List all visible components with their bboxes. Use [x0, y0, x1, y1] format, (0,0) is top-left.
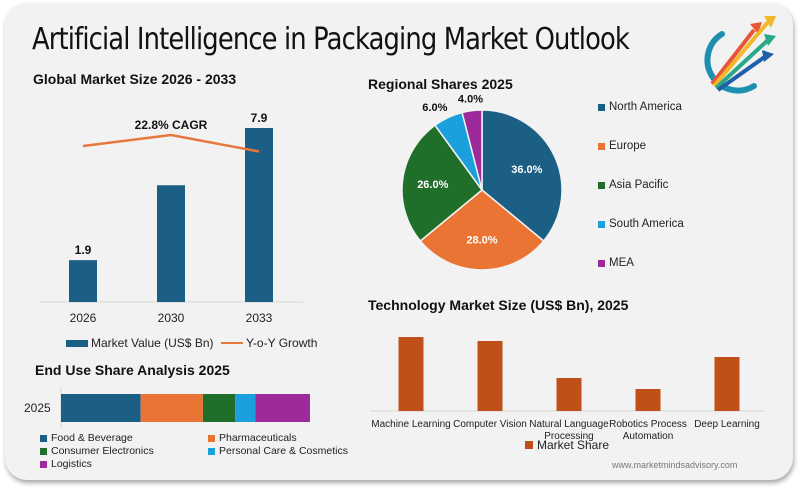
x-tick-label: Natural Language	[529, 419, 609, 430]
enduse-legend-item: Personal Care & Cosmetics	[208, 445, 348, 457]
x-tick-label: Computer Vision	[453, 419, 527, 430]
bar-2030	[157, 185, 185, 302]
stacked-segment-logistics	[255, 394, 310, 422]
regional-chart-title: Regional Shares 2025	[368, 76, 513, 92]
x-tick-label: 2030	[158, 311, 185, 325]
global-chart-title: Global Market Size 2026 - 2033	[33, 71, 237, 87]
rising-arrows-logo-icon	[704, 16, 776, 94]
legend-label: Market Share	[537, 438, 610, 452]
legend-label: Personal Care & Cosmetics	[219, 445, 348, 457]
legend-label: Consumer Electronics	[51, 445, 154, 457]
legend-swatch	[598, 103, 605, 111]
pie-data-label: 6.0%	[422, 102, 447, 114]
legend-swatch	[40, 460, 47, 468]
stacked-segment-pharmaceuticals	[140, 394, 203, 422]
x-tick-label: Automation	[623, 431, 674, 442]
technology-bar-chart: Machine Learning Computer Vision Natural L…	[370, 337, 765, 442]
x-tick-label: Machine Learning	[371, 419, 451, 430]
legend-market-share: Market Share	[525, 438, 609, 452]
stacked-segment-consumer-electronics	[202, 394, 236, 422]
bar-computer-vision	[477, 341, 503, 411]
page-title: Artificial Intelligence in Packaging Mar…	[32, 22, 630, 57]
yoy-growth-line	[82, 133, 260, 153]
bar-2026	[69, 260, 97, 302]
legend-label: MEA	[609, 257, 634, 269]
x-tick-label: Robotics Process	[609, 419, 687, 430]
bar-natural-language-processing	[556, 378, 582, 411]
x-tick-label: Deep Learning	[694, 419, 760, 430]
legend-swatch	[208, 434, 215, 442]
legend-swatch	[598, 220, 605, 228]
pie-data-label: 26.0%	[417, 179, 448, 191]
pie-slice-mea	[461, 109, 483, 191]
legend-label: Pharmaceuticals	[219, 432, 297, 444]
bar-robotics-process-automation	[635, 389, 661, 411]
pie-slice-europe	[419, 189, 545, 271]
legend-label: Y-o-Y Growth	[246, 336, 318, 350]
legend-swatch	[40, 434, 47, 442]
legend-swatch	[598, 259, 605, 267]
stacked-segment-personal-care-cosmetics	[235, 394, 256, 422]
legend-swatch	[598, 142, 605, 150]
legend-label: Europe	[609, 140, 647, 152]
stacked-segment-food-beverage	[61, 394, 141, 422]
pie-slice-north-america	[481, 109, 563, 243]
pie-legend-item: MEA	[598, 257, 634, 269]
enduse-stacked-chart: 2025	[24, 386, 310, 428]
x-tick-label: 2026	[70, 311, 97, 325]
enduse-legend-item: Logistics	[40, 458, 92, 470]
enduse-chart-title: End Use Share Analysis 2025	[35, 362, 230, 378]
legend-label: North America	[609, 101, 682, 113]
enduse-legend-item: Food & Beverage	[40, 432, 133, 444]
enduse-legend-item: Consumer Electronics	[40, 445, 154, 457]
legend-swatch	[40, 447, 47, 455]
pie-legend-item: South America	[598, 218, 684, 230]
y-tick-label: 2025	[24, 401, 51, 415]
data-label: 7.9	[251, 111, 268, 125]
pie-legend-item: Europe	[598, 140, 646, 152]
legend-label: Logistics	[51, 458, 92, 470]
cagr-annotation: 22.8% CAGR	[135, 118, 208, 132]
pie-data-label: 28.0%	[466, 235, 497, 247]
global-market-chart: 1.9 2026 2030 7.9 2033 22.8% CAGR	[40, 111, 303, 325]
pie-legend-item: Asia Pacific	[598, 179, 668, 191]
x-tick-label: Processing	[544, 431, 593, 442]
legend-swatch-line	[221, 342, 243, 344]
regional-pie-chart: 36.0% 28.0% 26.0% 6.0% 4.0%	[401, 94, 563, 271]
pie-slice-asia-pacific	[401, 124, 484, 243]
legend-label: Asia Pacific	[609, 179, 669, 191]
bar-deep-learning	[714, 357, 740, 411]
legend-swatch-bar	[66, 339, 88, 347]
x-tick-label: 2033	[246, 311, 273, 325]
legend-yoy-growth: Y-o-Y Growth	[221, 336, 317, 350]
technology-chart-title: Technology Market Size (US$ Bn), 2025	[368, 297, 629, 313]
pie-data-label: 4.0%	[458, 94, 483, 106]
bar-2033	[245, 128, 273, 302]
enduse-legend-item: Pharmaceuticals	[208, 432, 297, 444]
pie-legend-item: North America	[598, 101, 682, 113]
legend-swatch	[525, 441, 533, 449]
legend-swatch	[598, 181, 605, 189]
legend-market-value: Market Value (US$ Bn)	[66, 336, 214, 350]
legend-swatch	[208, 447, 215, 455]
legend-label: Market Value (US$ Bn)	[91, 336, 214, 350]
pie-data-label: 36.0%	[511, 164, 542, 176]
legend-label: South America	[609, 218, 684, 230]
website-link[interactable]: www.marketmindsadvisory.com	[612, 460, 738, 470]
bar-machine-learning	[398, 337, 424, 411]
legend-label: Food & Beverage	[51, 432, 133, 444]
data-label: 1.9	[75, 243, 92, 257]
